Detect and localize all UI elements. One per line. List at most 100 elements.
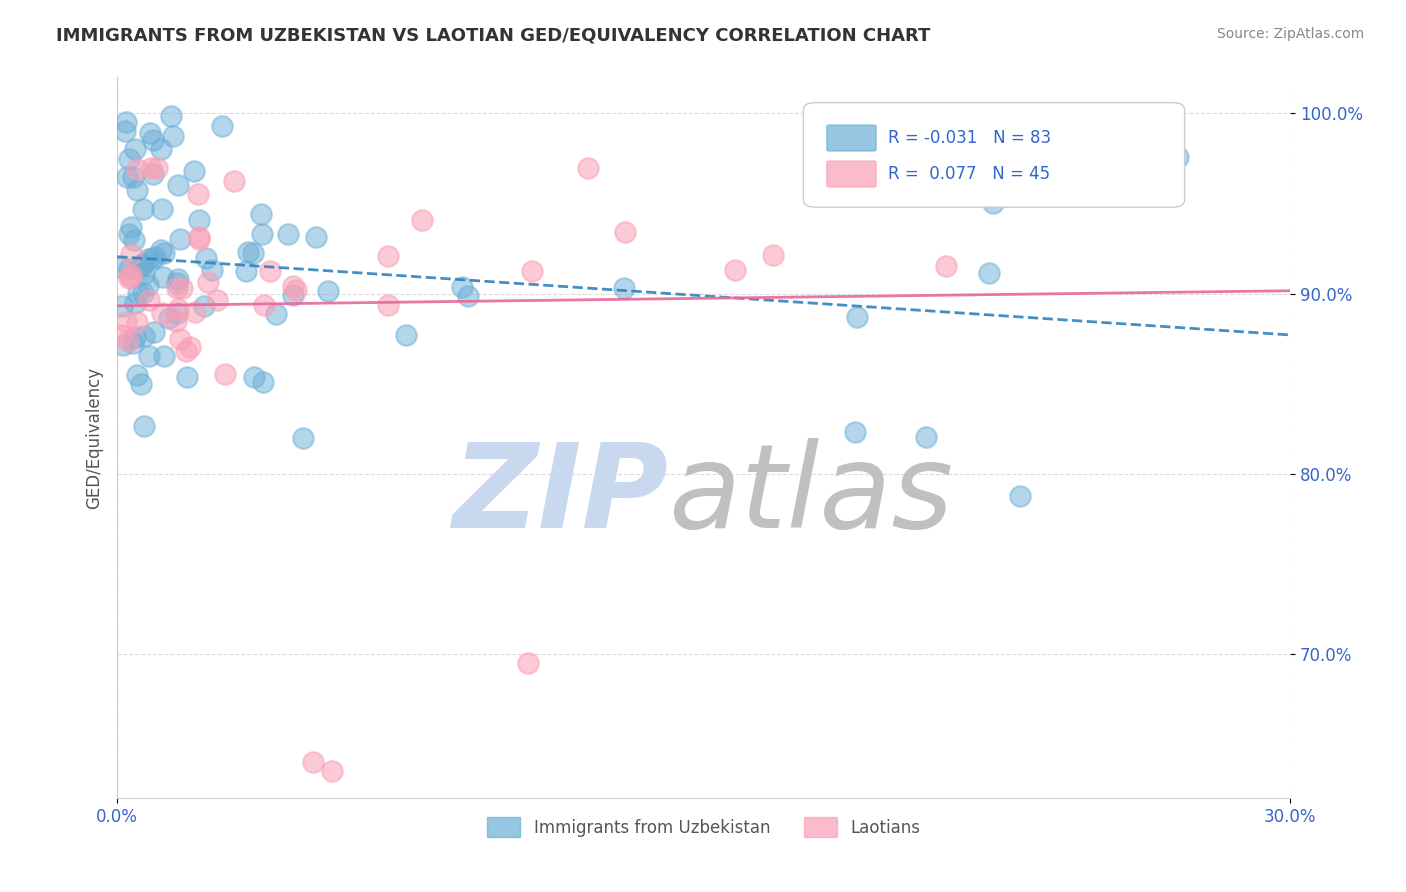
Point	[138, 293, 160, 308]
Point	[114, 124, 136, 138]
Legend: Immigrants from Uzbekistan, Laotians: Immigrants from Uzbekistan, Laotians	[481, 810, 927, 844]
Point	[179, 340, 201, 354]
Point	[235, 264, 257, 278]
Point	[129, 376, 152, 391]
Point	[120, 268, 142, 283]
Point	[211, 120, 233, 134]
Point	[118, 270, 141, 285]
Point	[818, 178, 841, 193]
Point	[724, 263, 747, 277]
Point	[122, 336, 145, 351]
Point	[252, 376, 274, 390]
Point	[165, 313, 187, 327]
Point	[301, 755, 323, 769]
Point	[124, 330, 146, 344]
Point	[131, 259, 153, 273]
Point	[188, 213, 211, 227]
Point	[149, 142, 172, 156]
Point	[169, 232, 191, 246]
Point	[1008, 490, 1031, 504]
Point	[153, 349, 176, 363]
Point	[132, 257, 155, 271]
Point	[516, 656, 538, 670]
Point	[129, 258, 152, 272]
Point	[457, 289, 479, 303]
Point	[166, 302, 188, 317]
Point	[157, 310, 180, 325]
Point	[132, 286, 155, 301]
Point	[377, 298, 399, 312]
Point	[1167, 150, 1189, 164]
Point	[118, 262, 141, 277]
Point	[613, 281, 636, 295]
Point	[935, 259, 957, 273]
Point	[125, 183, 148, 197]
Point	[236, 245, 259, 260]
Point	[259, 264, 281, 278]
Point	[184, 305, 207, 319]
Point	[121, 169, 143, 184]
Point	[110, 260, 132, 275]
Point	[395, 327, 418, 342]
FancyBboxPatch shape	[827, 161, 876, 187]
Point	[222, 174, 245, 188]
Point	[152, 270, 174, 285]
Point	[321, 764, 343, 778]
Point	[762, 248, 785, 262]
Point	[250, 207, 273, 221]
Point	[139, 127, 162, 141]
Point	[613, 225, 636, 239]
Point	[277, 227, 299, 242]
Point	[166, 281, 188, 295]
Point	[166, 178, 188, 193]
Point	[115, 315, 138, 329]
Point	[914, 430, 936, 444]
Point	[844, 425, 866, 439]
Point	[981, 195, 1004, 210]
Point	[111, 299, 134, 313]
Point	[977, 267, 1000, 281]
Point	[172, 281, 194, 295]
Point	[160, 109, 183, 123]
Point	[118, 152, 141, 166]
Point	[150, 306, 173, 320]
Text: Source: ZipAtlas.com: Source: ZipAtlas.com	[1216, 27, 1364, 41]
Point	[166, 276, 188, 290]
Point	[142, 167, 165, 181]
Point	[153, 245, 176, 260]
Point	[115, 169, 138, 184]
Point	[110, 327, 132, 342]
FancyBboxPatch shape	[827, 125, 876, 151]
Point	[141, 161, 163, 175]
Point	[283, 278, 305, 293]
Point	[127, 314, 149, 328]
Point	[195, 252, 218, 266]
Point	[134, 267, 156, 281]
Point	[207, 293, 229, 307]
Point	[132, 329, 155, 343]
Point	[117, 271, 139, 285]
Point	[115, 115, 138, 129]
Point	[305, 230, 328, 244]
FancyBboxPatch shape	[803, 103, 1185, 207]
Point	[125, 161, 148, 176]
Point	[146, 161, 169, 175]
Point	[186, 187, 208, 202]
Point	[243, 369, 266, 384]
Point	[187, 231, 209, 245]
Point	[291, 432, 314, 446]
Text: atlas: atlas	[668, 439, 953, 552]
Point	[176, 370, 198, 384]
Point	[253, 298, 276, 312]
Point	[150, 202, 173, 216]
Point	[117, 334, 139, 348]
Point	[150, 243, 173, 257]
Point	[141, 252, 163, 266]
Point	[162, 129, 184, 144]
Point	[318, 285, 340, 299]
Y-axis label: GED/Equivalency: GED/Equivalency	[86, 367, 103, 508]
Point	[200, 263, 222, 277]
Point	[118, 227, 141, 241]
Point	[167, 271, 190, 285]
Point	[143, 325, 166, 339]
